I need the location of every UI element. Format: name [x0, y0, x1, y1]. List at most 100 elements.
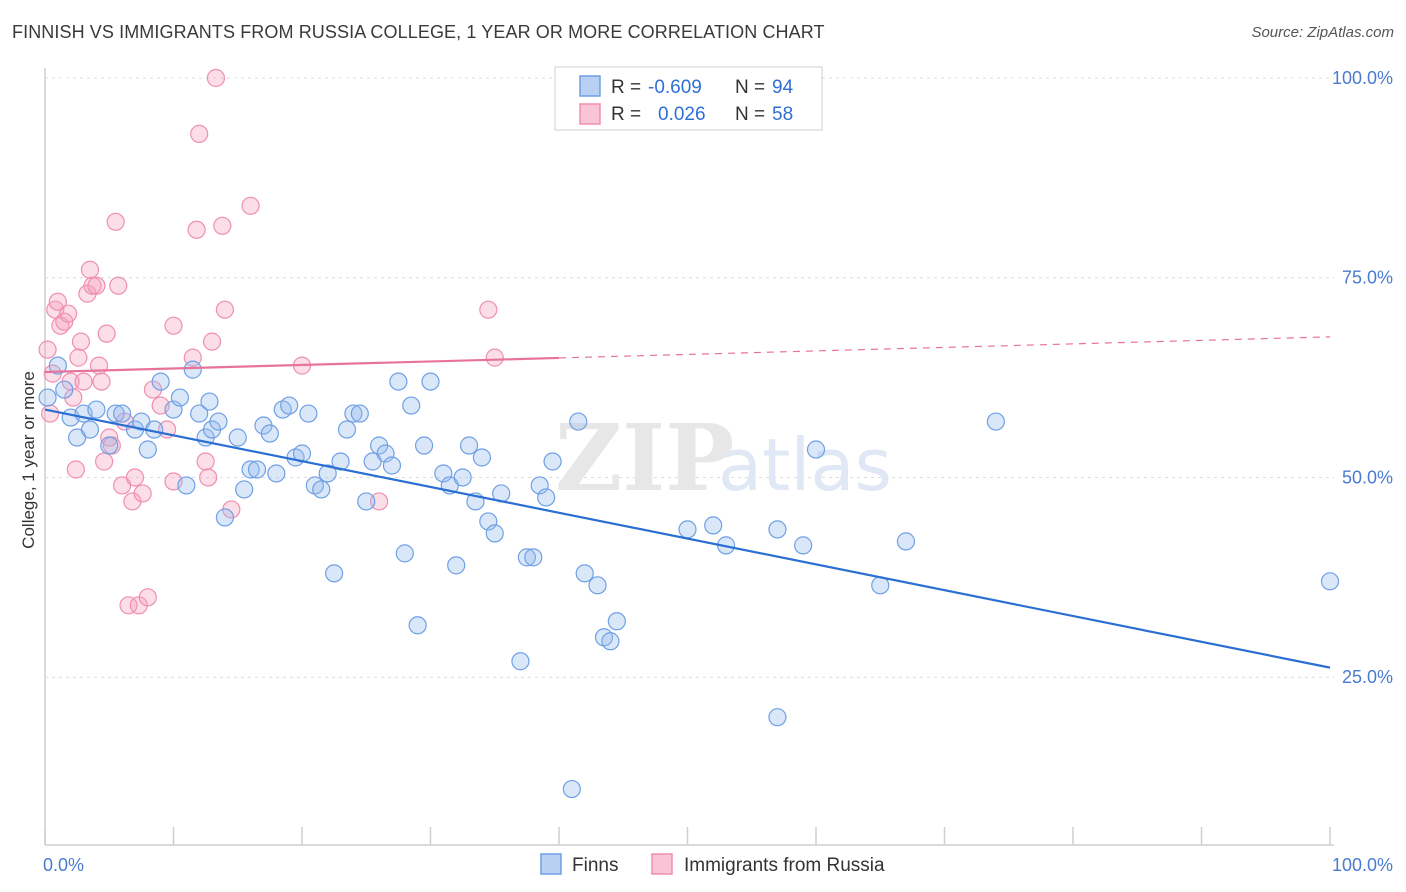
russia-point — [202, 332, 222, 351]
finns-point — [325, 564, 344, 583]
russia-point — [125, 468, 145, 487]
grid-lines — [45, 77, 1334, 678]
finns-point — [209, 412, 228, 431]
finns-point — [106, 404, 125, 423]
axes — [44, 68, 1334, 846]
y-axis-label: College, 1 year or more — [19, 371, 38, 549]
russia-trendline-dashed — [558, 336, 1331, 359]
finns-point — [247, 460, 267, 479]
series-legend: Finns Immigrants from Russia — [540, 853, 885, 876]
finns-point — [601, 632, 620, 651]
finns-point — [357, 492, 376, 511]
finns-point — [183, 360, 202, 379]
legend-russia-r-value: 0.026 — [658, 104, 706, 125]
legend-russia-n-label: N = — [735, 104, 765, 125]
russia-point — [213, 216, 232, 235]
tick-labels: 25.0% 50.0% 75.0% 100.0% 0.0% 100.0% — [43, 68, 1393, 875]
legend-russia-n-value: 58 — [772, 104, 793, 125]
y-tick-label: 50.0% — [1342, 467, 1393, 487]
finns-point — [80, 420, 100, 439]
legend-finns-swatch — [579, 75, 601, 97]
russia-point — [74, 372, 93, 391]
finns-point — [138, 440, 157, 459]
bottom-legend-russia: Immigrants from Russia — [684, 855, 885, 876]
finns-point — [588, 576, 607, 595]
finns-point — [215, 508, 234, 527]
finns-point — [241, 460, 260, 479]
finns-point — [453, 468, 472, 487]
russia-point — [241, 196, 260, 215]
finns-point — [267, 464, 286, 483]
source-label: Source: ZipAtlas.com — [1251, 24, 1394, 41]
finns-point — [485, 524, 504, 543]
finns-point — [235, 480, 254, 499]
russia-point — [66, 460, 85, 479]
finns-point — [112, 404, 132, 423]
finns-point — [569, 412, 588, 431]
russia-point — [41, 404, 60, 423]
finns-point — [704, 516, 723, 535]
finns-point — [511, 652, 530, 671]
legend-russia-swatch — [579, 103, 601, 125]
russia-point — [92, 372, 111, 391]
russia-point — [133, 484, 152, 503]
finns-point — [537, 488, 556, 507]
x-tick-label-min: 0.0% — [43, 855, 84, 875]
bottom-legend-russia-swatch — [651, 853, 673, 875]
finns-point — [517, 548, 536, 567]
russia-point — [187, 220, 206, 239]
finns-point — [986, 412, 1006, 431]
y-tick-label: 100.0% — [1332, 68, 1393, 88]
watermark-zip: ZIP — [555, 404, 734, 512]
russia-point — [83, 276, 102, 295]
legend-finns-r-label: R = — [611, 77, 641, 98]
finns-point — [151, 372, 170, 391]
russia-point — [206, 68, 226, 88]
russia-point — [48, 292, 67, 311]
finns-point — [382, 456, 402, 475]
finns-point — [768, 520, 787, 539]
russia-point — [38, 340, 57, 359]
finns-point — [100, 436, 119, 455]
finns-point — [896, 532, 916, 551]
bottom-legend-finns-swatch — [540, 853, 562, 875]
russia-point — [190, 124, 209, 144]
russia-point — [71, 332, 91, 351]
russia-point — [138, 588, 157, 607]
correlation-legend: R = -0.609 N = 94 R = 0.026 N = 58 — [554, 66, 823, 131]
russia-trendline-solid — [44, 356, 560, 374]
finns-points — [38, 356, 1340, 799]
trend-lines — [44, 336, 1331, 669]
russia-point — [485, 348, 504, 367]
finns-point — [350, 404, 369, 423]
finns-point — [447, 556, 466, 575]
finns-trendline — [44, 408, 1331, 669]
finns-point — [299, 404, 318, 423]
finns-point — [414, 436, 434, 455]
legend-finns-n-label: N = — [735, 77, 765, 98]
legend-finns-r-value: -0.609 — [648, 77, 702, 98]
y-tick-label: 25.0% — [1342, 667, 1393, 687]
finns-point — [260, 424, 279, 443]
finns-point — [1320, 572, 1340, 591]
finns-point — [395, 544, 414, 563]
russia-point — [164, 316, 183, 335]
legend-finns-n-value: 94 — [772, 77, 794, 98]
finns-point — [344, 404, 363, 423]
finns-point — [200, 392, 219, 411]
finns-point — [389, 372, 408, 391]
russia-point — [69, 348, 88, 367]
russia-point — [95, 452, 114, 471]
finns-point — [678, 520, 697, 539]
chart-title: FINNISH VS IMMIGRANTS FROM RUSSIA COLLEG… — [12, 22, 825, 42]
finns-point — [38, 388, 57, 407]
x-tick-label-max: 100.0% — [1332, 855, 1393, 875]
finns-point — [421, 372, 440, 391]
y-tick-label: 75.0% — [1342, 268, 1393, 288]
finns-point — [524, 548, 543, 567]
finns-point — [190, 404, 209, 423]
finns-point — [312, 480, 331, 499]
russia-point — [479, 300, 498, 319]
finns-point — [472, 448, 491, 467]
